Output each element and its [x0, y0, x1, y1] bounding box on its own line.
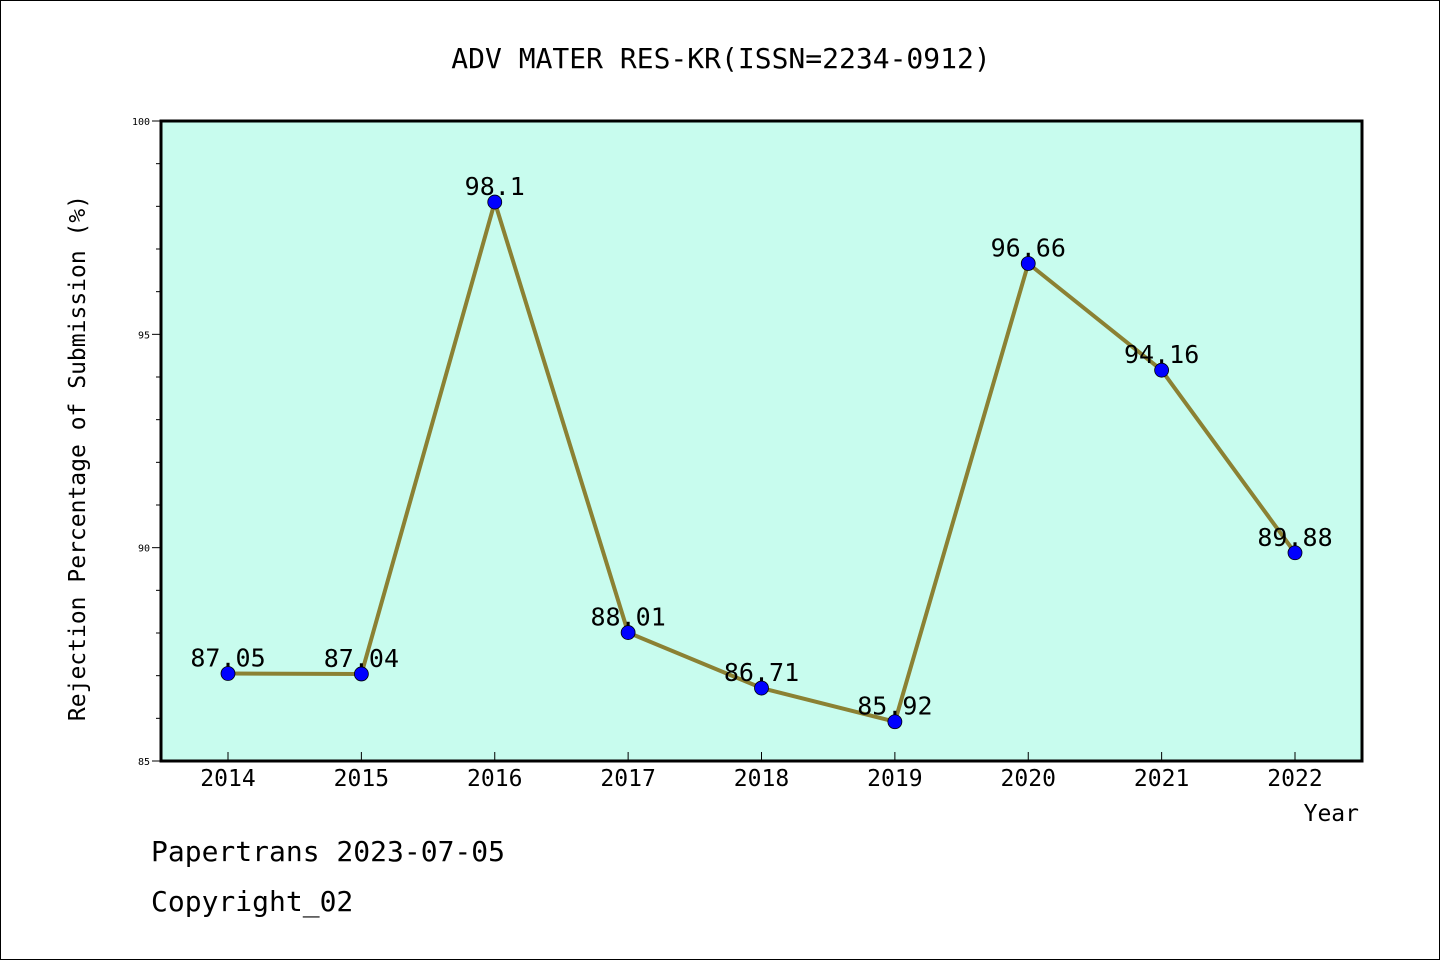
data-label: 96.66	[991, 234, 1066, 263]
x-tick-label: 2021	[1134, 766, 1189, 792]
x-axis-label: Year	[1304, 801, 1359, 827]
plot-area	[161, 121, 1362, 761]
x-tick-label: 2015	[334, 766, 389, 792]
data-markers	[220, 194, 1303, 730]
data-point-marker	[887, 714, 903, 730]
data-point-marker	[1154, 362, 1170, 378]
x-tick-label: 2018	[734, 766, 789, 792]
data-label: 87.04	[324, 644, 399, 673]
data-label: 94.16	[1124, 340, 1199, 369]
x-tick-label: 2016	[467, 766, 522, 792]
y-axis-ticks: 85 90 95 100	[132, 117, 161, 768]
data-point-marker	[1020, 256, 1036, 271]
data-point-marker	[353, 666, 369, 682]
data-label: 86.71	[724, 658, 799, 687]
data-point-marker	[620, 625, 636, 640]
data-labels: 87.05 87.04 98.1 88.01 86.71 85.92 96.66 94.16 8…	[190, 172, 1332, 721]
y-tick-label: 95	[138, 330, 150, 341]
chart-title: ADV MATER RES-KR(ISSN=2234-0912)	[451, 42, 990, 75]
y-axis-label: Rejection Percentage of Submission (%)	[65, 195, 91, 721]
data-point-marker	[754, 680, 769, 696]
x-tick-label: 2020	[1001, 766, 1056, 792]
data-point-marker	[1287, 545, 1303, 561]
x-tick-label: 2022	[1267, 766, 1322, 792]
data-label: 85.92	[857, 692, 932, 721]
data-label: 88.01	[590, 603, 665, 632]
x-tick-label: 2017	[600, 766, 655, 792]
y-tick-label: 90	[138, 544, 150, 555]
plot-border	[159, 119, 1364, 763]
y-tick-label: 100	[132, 117, 150, 128]
data-label: 87.05	[190, 644, 265, 673]
footer-copyright-text: Copyright_02	[151, 885, 354, 918]
x-axis-ticks: 2014 2015 2016 2017 2018 2019 2020 2021 2022	[200, 752, 1323, 792]
footer-date-text: Papertrans 2023-07-05	[151, 835, 506, 868]
x-tick-label: 2014	[200, 766, 255, 792]
data-label: 98.1	[465, 172, 525, 201]
data-point-marker	[487, 194, 503, 210]
data-label: 89.88	[1257, 523, 1332, 552]
data-point-marker	[220, 666, 236, 681]
x-tick-label: 2019	[867, 766, 922, 792]
y-tick-label: 85	[138, 757, 150, 768]
